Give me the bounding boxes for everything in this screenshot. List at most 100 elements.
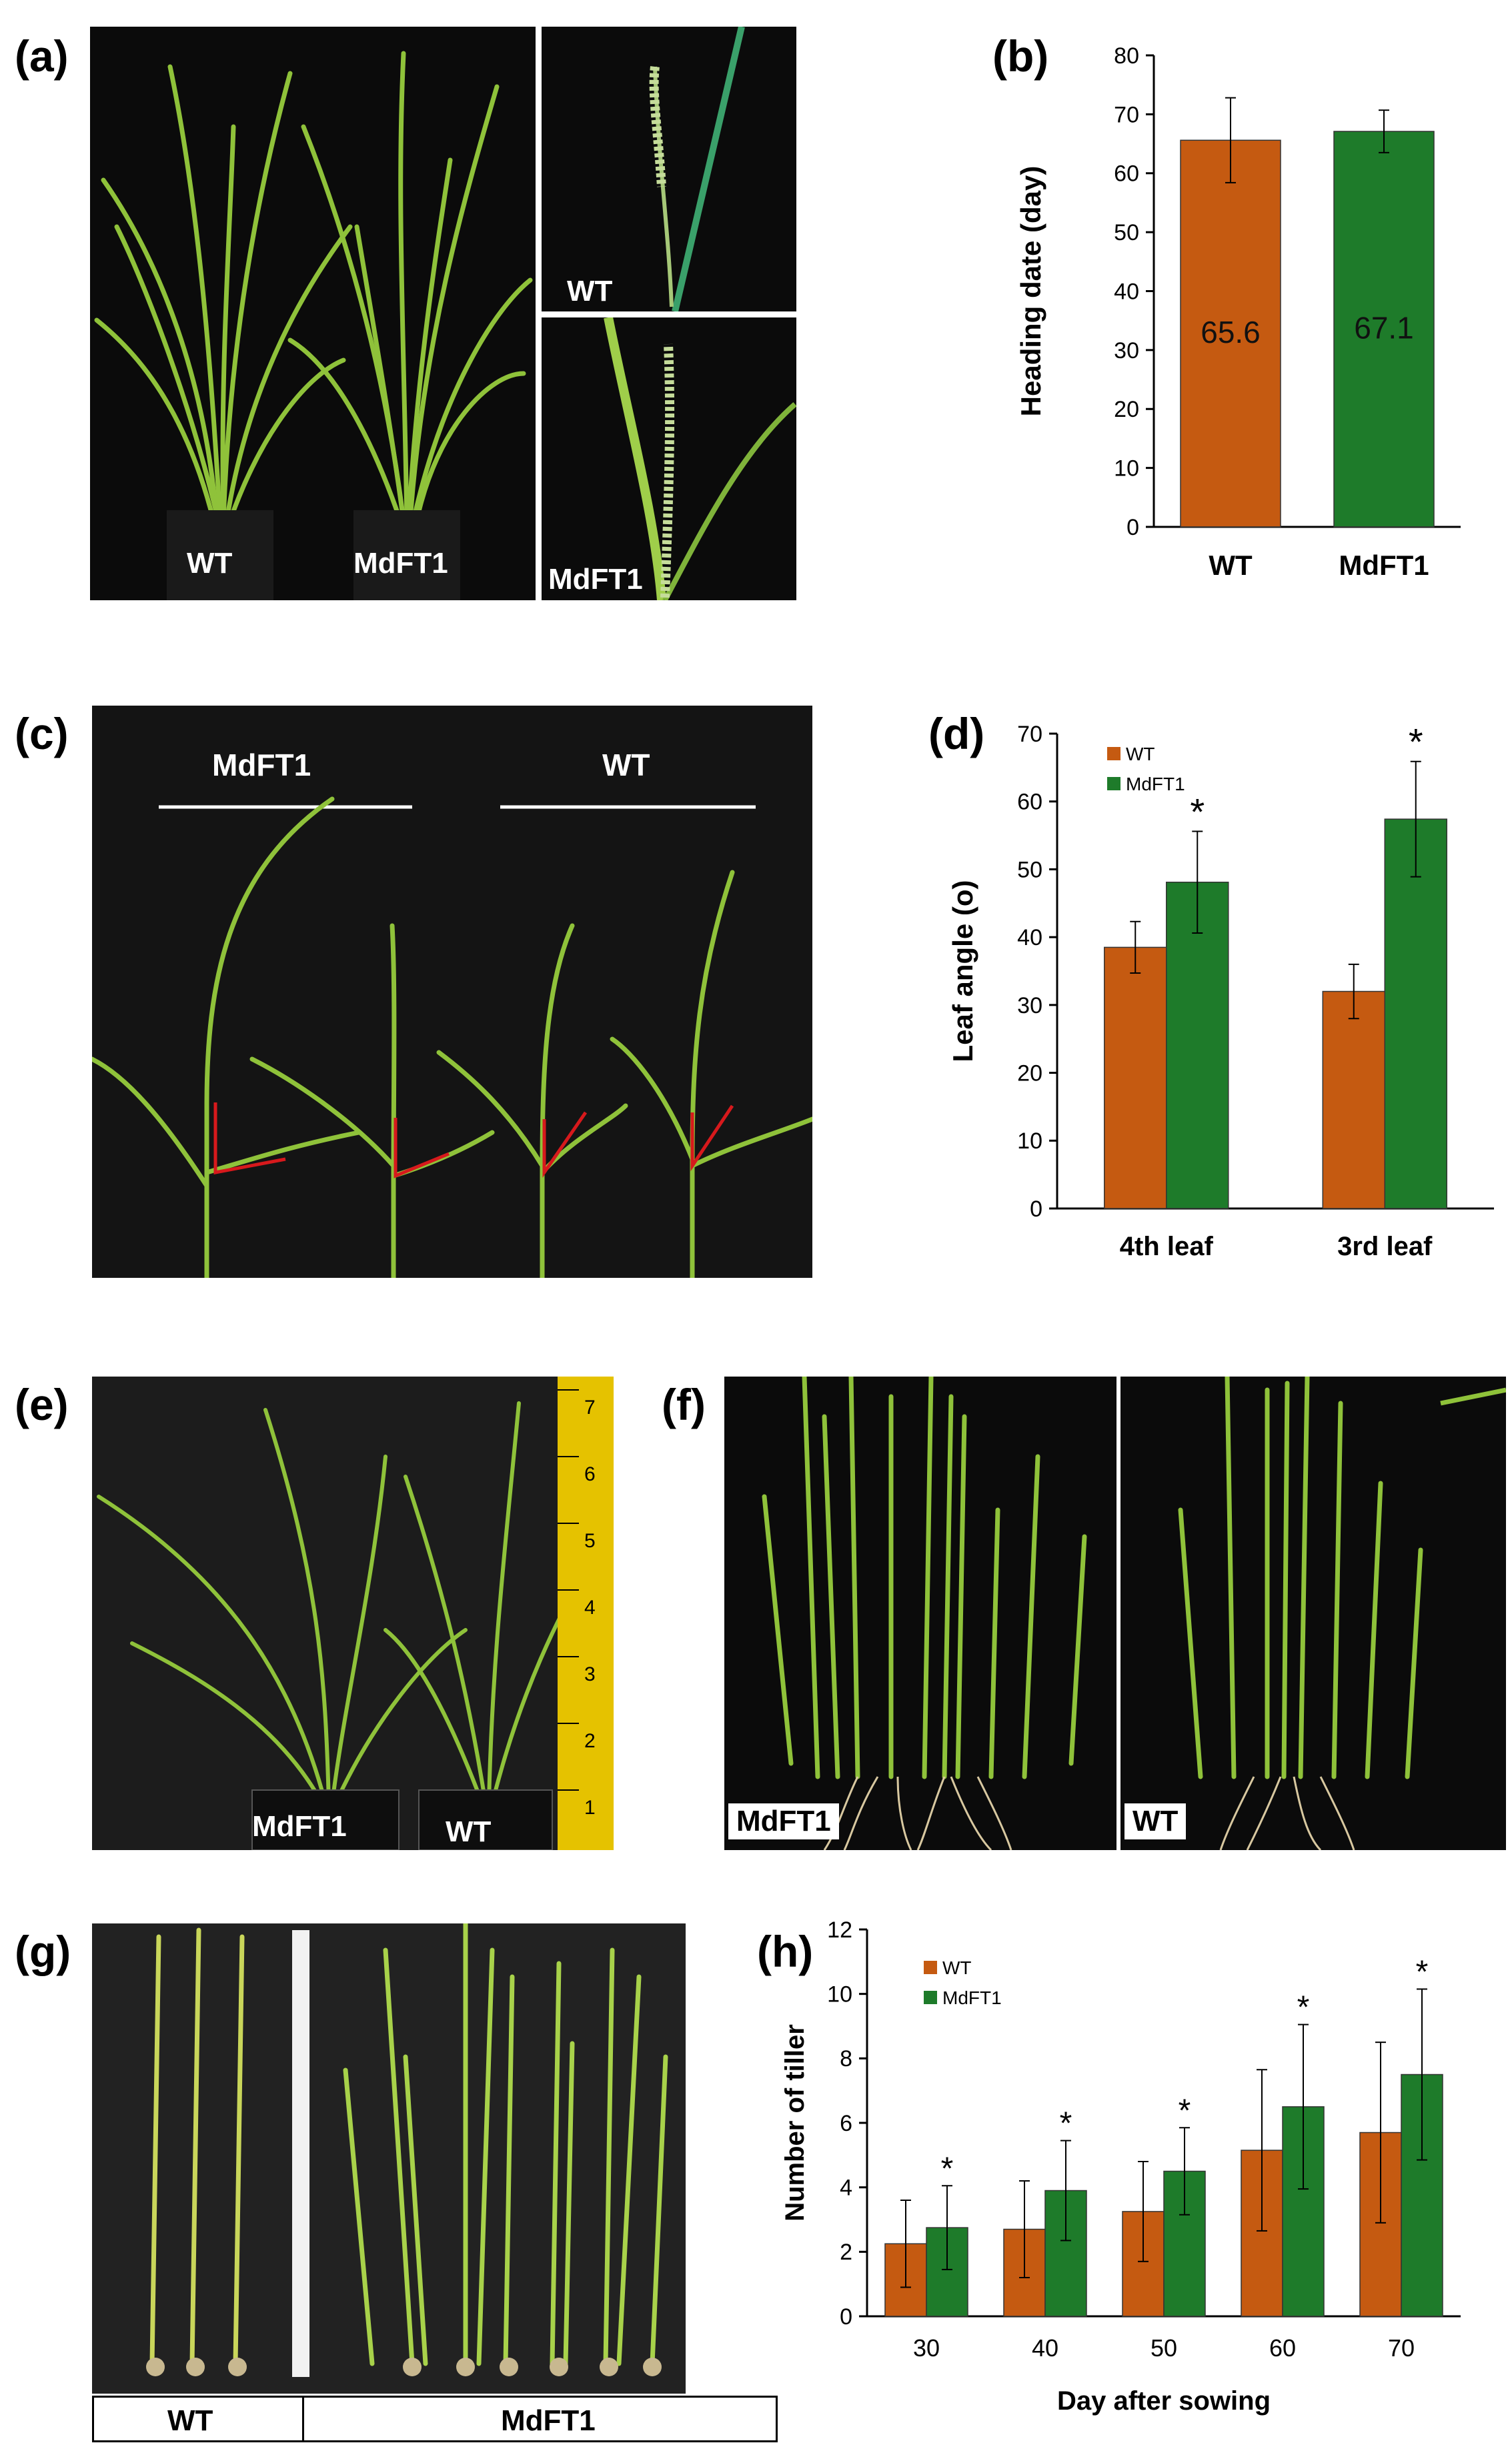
y-tick-label: 4 (840, 2176, 852, 2201)
y-tick-label: 10 (1114, 456, 1139, 482)
leaf-angle-illustration (92, 796, 812, 1278)
ruler-mark-6: 6 (584, 1463, 596, 1485)
panel-g-label-mdft1: MdFT1 (501, 2404, 596, 2437)
panel-e-label-mdft1: MdFT1 (252, 1810, 347, 1843)
y-tick-label: 40 (1114, 279, 1139, 304)
panel-f-photo-right: WT (1120, 1377, 1506, 1850)
legend-label-mdft1: MdFT1 (942, 1987, 1002, 2008)
y-tick-label: 0 (1126, 515, 1139, 540)
y-tick-label: 30 (1017, 993, 1042, 1018)
panel-e-photo: 7 6 5 4 3 2 1 MdFT1 WT (92, 1377, 614, 1850)
y-tick-label: 0 (1030, 1196, 1042, 1222)
x-category-label: 3rd leaf (1337, 1232, 1433, 1261)
y-tick-label: 70 (1114, 102, 1139, 127)
y-tick-label: 8 (840, 2046, 852, 2072)
ruler-mark-3: 3 (584, 1663, 596, 1685)
ruler-mark-5: 5 (584, 1530, 596, 1552)
legend-label-wt: WT (1126, 744, 1155, 764)
panel-c-photo: MdFT1 WT (92, 706, 812, 1278)
tillers-wt-illustration (1178, 1377, 1506, 1850)
significance-marker: * (1297, 1990, 1310, 2025)
panel-g-label-strip: WT MdFT1 (92, 2396, 778, 2442)
x-category-label: 4th leaf (1120, 1232, 1214, 1261)
panel-g-photo (92, 1923, 686, 2394)
panel-a-label-wt: WT (187, 547, 233, 580)
chart-b-svg: 0 10 20 30 40 50 60 70 80 Heading date (day) WT 65.… (1015, 43, 1461, 581)
panel-a-letter: (a) (15, 31, 69, 81)
panel-f-letter: (f) (662, 1380, 706, 1429)
y-axis-label: Number of tiller (780, 2024, 810, 2222)
y-axis-label: Heading date (day) (1015, 166, 1046, 417)
tiller-stems-illustration (146, 1923, 668, 2377)
legend-label-wt: WT (942, 1957, 972, 1978)
y-axis-label: Leaf angle (o) (947, 880, 978, 1062)
panel-f-photo-left: MdFT1 (724, 1377, 1116, 1850)
y-tick-label: 60 (1114, 161, 1139, 187)
y-tick-label: 0 (840, 2304, 852, 2330)
bar-data-label: 65.6 (1201, 315, 1261, 349)
chart-d-svg: 0 10 20 30 40 50 60 70 Leaf angle (o) 4th leaf * 3r… (947, 721, 1494, 1261)
x-category-label: 30 (913, 2334, 940, 2362)
panel-g-letter: (g) (15, 1927, 71, 1976)
chart-d: 0 10 20 30 40 50 60 70 Leaf angle (o) 4th leaf * 3r… (934, 707, 1507, 1294)
ruler-mark-4: 4 (584, 1597, 596, 1619)
legend-label-mdft1: MdFT1 (1126, 774, 1185, 794)
tillers-mdft1-illustration (762, 1377, 1087, 1850)
y-tick-label: 20 (1017, 1060, 1042, 1086)
x-category-label: 60 (1269, 2334, 1296, 2362)
y-tick-label: 70 (1017, 722, 1042, 747)
ruler-mark-1: 1 (584, 1797, 596, 1819)
y-tick-label: 50 (1114, 220, 1139, 245)
y-tick-label: 20 (1114, 397, 1139, 422)
panel-a-inset-mdft1: MdFT1 (542, 317, 796, 600)
bar-mdft1 (1166, 882, 1229, 1209)
panel-a-inset-label-mdft1: MdFT1 (548, 563, 643, 596)
rice-plants-illustration (94, 51, 533, 600)
x-category-label: 50 (1151, 2334, 1177, 2362)
x-category-label: WT (1209, 550, 1253, 581)
panel-e-letter: (e) (15, 1380, 69, 1429)
x-axis-label: Day after sowing (1057, 2386, 1271, 2416)
panicle-mdft1-illustration (604, 317, 796, 600)
panel-a-photo-main: WT MdFT1 (90, 27, 536, 600)
seedling-illustration (97, 1377, 614, 1850)
x-category-label: 40 (1032, 2334, 1058, 2362)
panel-g-label-wt: WT (167, 2404, 213, 2437)
x-category-label: 70 (1388, 2334, 1415, 2362)
chart-h-svg: 0 2 4 6 8 10 12 Number of tiller Day after sowin… (780, 1917, 1461, 2416)
chart-h: 0 2 4 6 8 10 12 Number of tiller Day after sowin… (767, 1917, 1507, 2454)
significance-marker: * (1060, 2106, 1072, 2142)
panel-f-label-mdft1: MdFT1 (728, 1803, 839, 1839)
panel-h-letter: (h) (757, 1927, 814, 1976)
panicle-wt-illustration (649, 27, 745, 311)
significance-marker: * (1179, 2093, 1191, 2128)
panel-c-label-mdft1: MdFT1 (212, 748, 311, 782)
legend-swatch-wt (924, 1961, 937, 1974)
ruler-mark-2: 2 (584, 1730, 596, 1752)
bar-wt (1104, 946, 1167, 1209)
y-tick-label: 2 (840, 2240, 852, 2265)
panel-a-label-mdft1: MdFT1 (353, 547, 448, 580)
legend-swatch-mdft1 (924, 1991, 937, 2004)
panel-a-inset-label-wt: WT (567, 275, 613, 307)
panel-b-letter: (b) (992, 31, 1049, 81)
panel-e-label-wt: WT (446, 1815, 492, 1848)
significance-marker: * (1409, 721, 1423, 763)
y-tick-label: 30 (1114, 338, 1139, 363)
x-category-label: MdFT1 (1339, 550, 1429, 581)
y-tick-label: 60 (1017, 790, 1042, 815)
y-tick-label: 12 (827, 1921, 852, 1943)
panel-g-strip-divider (302, 2398, 304, 2440)
bar-data-label: 67.1 (1354, 311, 1414, 345)
panel-d-letter: (d) (928, 709, 985, 758)
significance-marker: * (1190, 790, 1205, 832)
bar-mdft1 (1384, 818, 1447, 1209)
significance-marker: * (1416, 1954, 1429, 1989)
panel-a-inset-wt: WT (542, 27, 796, 311)
chart-b: 0 10 20 30 40 50 60 70 80 Heading date (day) WT 65.… (1000, 27, 1507, 614)
bar-value (1180, 139, 1281, 528)
significance-marker: * (941, 2151, 954, 2186)
panel-f-label-wt: WT (1124, 1803, 1187, 1839)
y-tick-label: 40 (1017, 925, 1042, 950)
y-tick-label: 10 (827, 1982, 852, 2007)
